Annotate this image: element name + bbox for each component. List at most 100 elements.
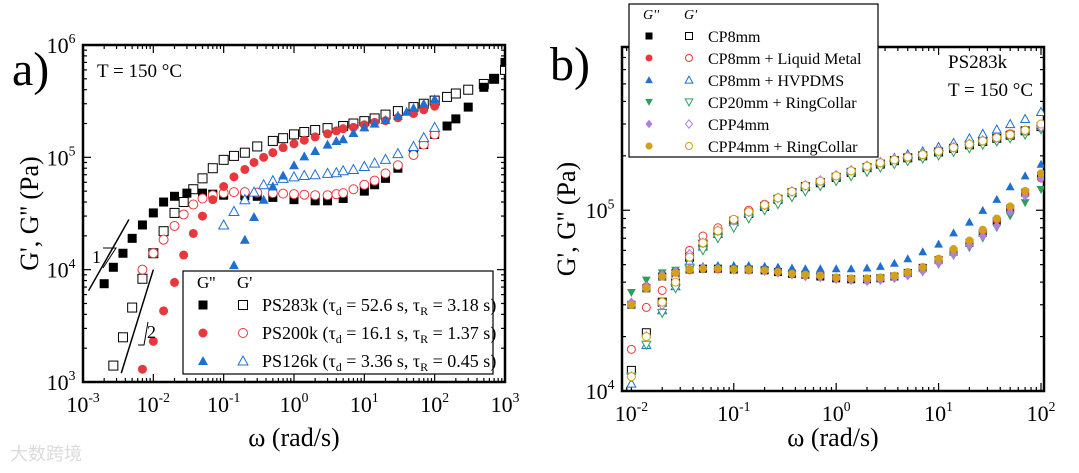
legend-marker-open [684, 98, 694, 107]
legend: G'' G' PS283k (τd = 52.6 s, τR = 3.18 s) PS… [182, 270, 496, 375]
point-gdoubleprime [197, 211, 207, 221]
point-gdoubleprime [918, 247, 928, 256]
legend-marker-open [237, 355, 249, 366]
point-gprime [197, 173, 208, 184]
point-gprime [729, 214, 739, 224]
y-tick-label: 105 [586, 196, 615, 223]
point-gprime [626, 378, 637, 388]
point-gdoubleprime [323, 129, 333, 139]
point-gdoubleprime [744, 265, 753, 274]
point-gprime [862, 161, 872, 171]
point-gprime [760, 200, 770, 210]
point-gprime [217, 218, 230, 230]
x-tick-label: 10-3 [66, 390, 100, 417]
point-gprime [358, 160, 371, 171]
legend-entry: CPP4mm + RingCollar [708, 139, 858, 156]
point-gprime [158, 226, 169, 237]
point-gdoubleprime [259, 152, 269, 162]
point-gdoubleprime [1036, 169, 1044, 178]
point-gprime [310, 190, 321, 201]
point-gprime [197, 193, 208, 204]
point-gdoubleprime [338, 124, 348, 134]
point-gprime [347, 163, 360, 175]
point-gprime [239, 147, 250, 158]
point-gdoubleprime [430, 101, 440, 111]
point-gdoubleprime [322, 139, 333, 149]
point-gdoubleprime [289, 195, 299, 205]
panel-label: a) [12, 43, 49, 96]
legend-entry: CPP4mm [708, 117, 770, 134]
point-gdoubleprime [299, 151, 310, 161]
point-gdoubleprime [323, 196, 333, 206]
point-gdoubleprime [627, 300, 636, 309]
point-gprime [278, 133, 289, 144]
legend-marker-open [238, 328, 248, 338]
point-gdoubleprime [846, 264, 856, 273]
point-gprime [299, 127, 310, 138]
point-gdoubleprime [949, 249, 958, 260]
legend-header-gprime: G' [237, 273, 252, 292]
point-gprime [657, 285, 667, 295]
point-gprime [298, 169, 311, 180]
point-gprime [934, 146, 944, 156]
point-gdoubleprime [401, 106, 412, 116]
temperature-annotation: T = 150 °C [948, 80, 1033, 101]
sample-annotation: PS283k [948, 52, 1008, 73]
data-points [626, 106, 1044, 388]
point-gprime [773, 193, 783, 203]
point-gdoubleprime [992, 194, 1002, 203]
temperature-annotation: T = 150 °C [97, 61, 182, 82]
point-gdoubleprime [418, 98, 429, 108]
point-gprime [1005, 130, 1015, 140]
point-gprime [148, 248, 159, 259]
point-gdoubleprime [890, 271, 899, 280]
point-gdoubleprime [392, 110, 403, 120]
legend-box [182, 270, 494, 375]
point-gdoubleprime [208, 195, 218, 205]
legend-marker-open [684, 75, 694, 84]
slope-line-1 [87, 219, 130, 292]
panel-a: 10-3 10-2 10-1 100 101 102 103 103 104 105 106 ω (r… [12, 31, 520, 452]
x-tick-label: 10-1 [717, 399, 750, 426]
x-tick-label: 103 [491, 390, 520, 417]
y-tick-label: 103 [47, 368, 76, 395]
point-gdoubleprime [642, 284, 651, 293]
point-gprime [918, 150, 928, 160]
point-gdoubleprime [500, 57, 505, 67]
point-gprime [1020, 125, 1030, 135]
legend-entry: CP8mm [708, 29, 761, 46]
x-tick-label: 102 [420, 390, 449, 417]
point-gprime [169, 207, 180, 218]
point-gprime [289, 129, 299, 140]
point-gdoubleprime [338, 134, 349, 144]
point-gdoubleprime [978, 225, 987, 234]
point-gprime [744, 207, 754, 217]
point-gdoubleprime [278, 170, 289, 180]
point-gprime [289, 189, 299, 200]
point-gdoubleprime [219, 181, 229, 191]
x-tick-label: 10-2 [137, 390, 171, 417]
point-gprime [800, 181, 810, 191]
point-gprime [218, 154, 229, 165]
point-gdoubleprime [408, 103, 419, 113]
point-gprime [117, 332, 128, 343]
point-gdoubleprime [127, 233, 137, 243]
point-gdoubleprime [1020, 199, 1030, 208]
point-gprime [267, 135, 278, 146]
point-gprime [137, 264, 148, 275]
point-gprime [417, 131, 430, 143]
y-axis-label: G', G'' (Pa) [15, 156, 44, 270]
point-gprime [337, 164, 349, 176]
y-tick-label: 106 [47, 31, 76, 58]
point-gprime [992, 133, 1002, 143]
point-gprime [698, 238, 708, 248]
point-gprime [442, 91, 453, 102]
point-gprime [903, 152, 913, 162]
point-gdoubleprime [903, 254, 913, 263]
point-gprime [299, 189, 310, 200]
point-gdoubleprime [489, 74, 499, 84]
point-gdoubleprime [159, 197, 169, 207]
point-gprime [188, 199, 199, 210]
point-gdoubleprime [229, 172, 239, 182]
